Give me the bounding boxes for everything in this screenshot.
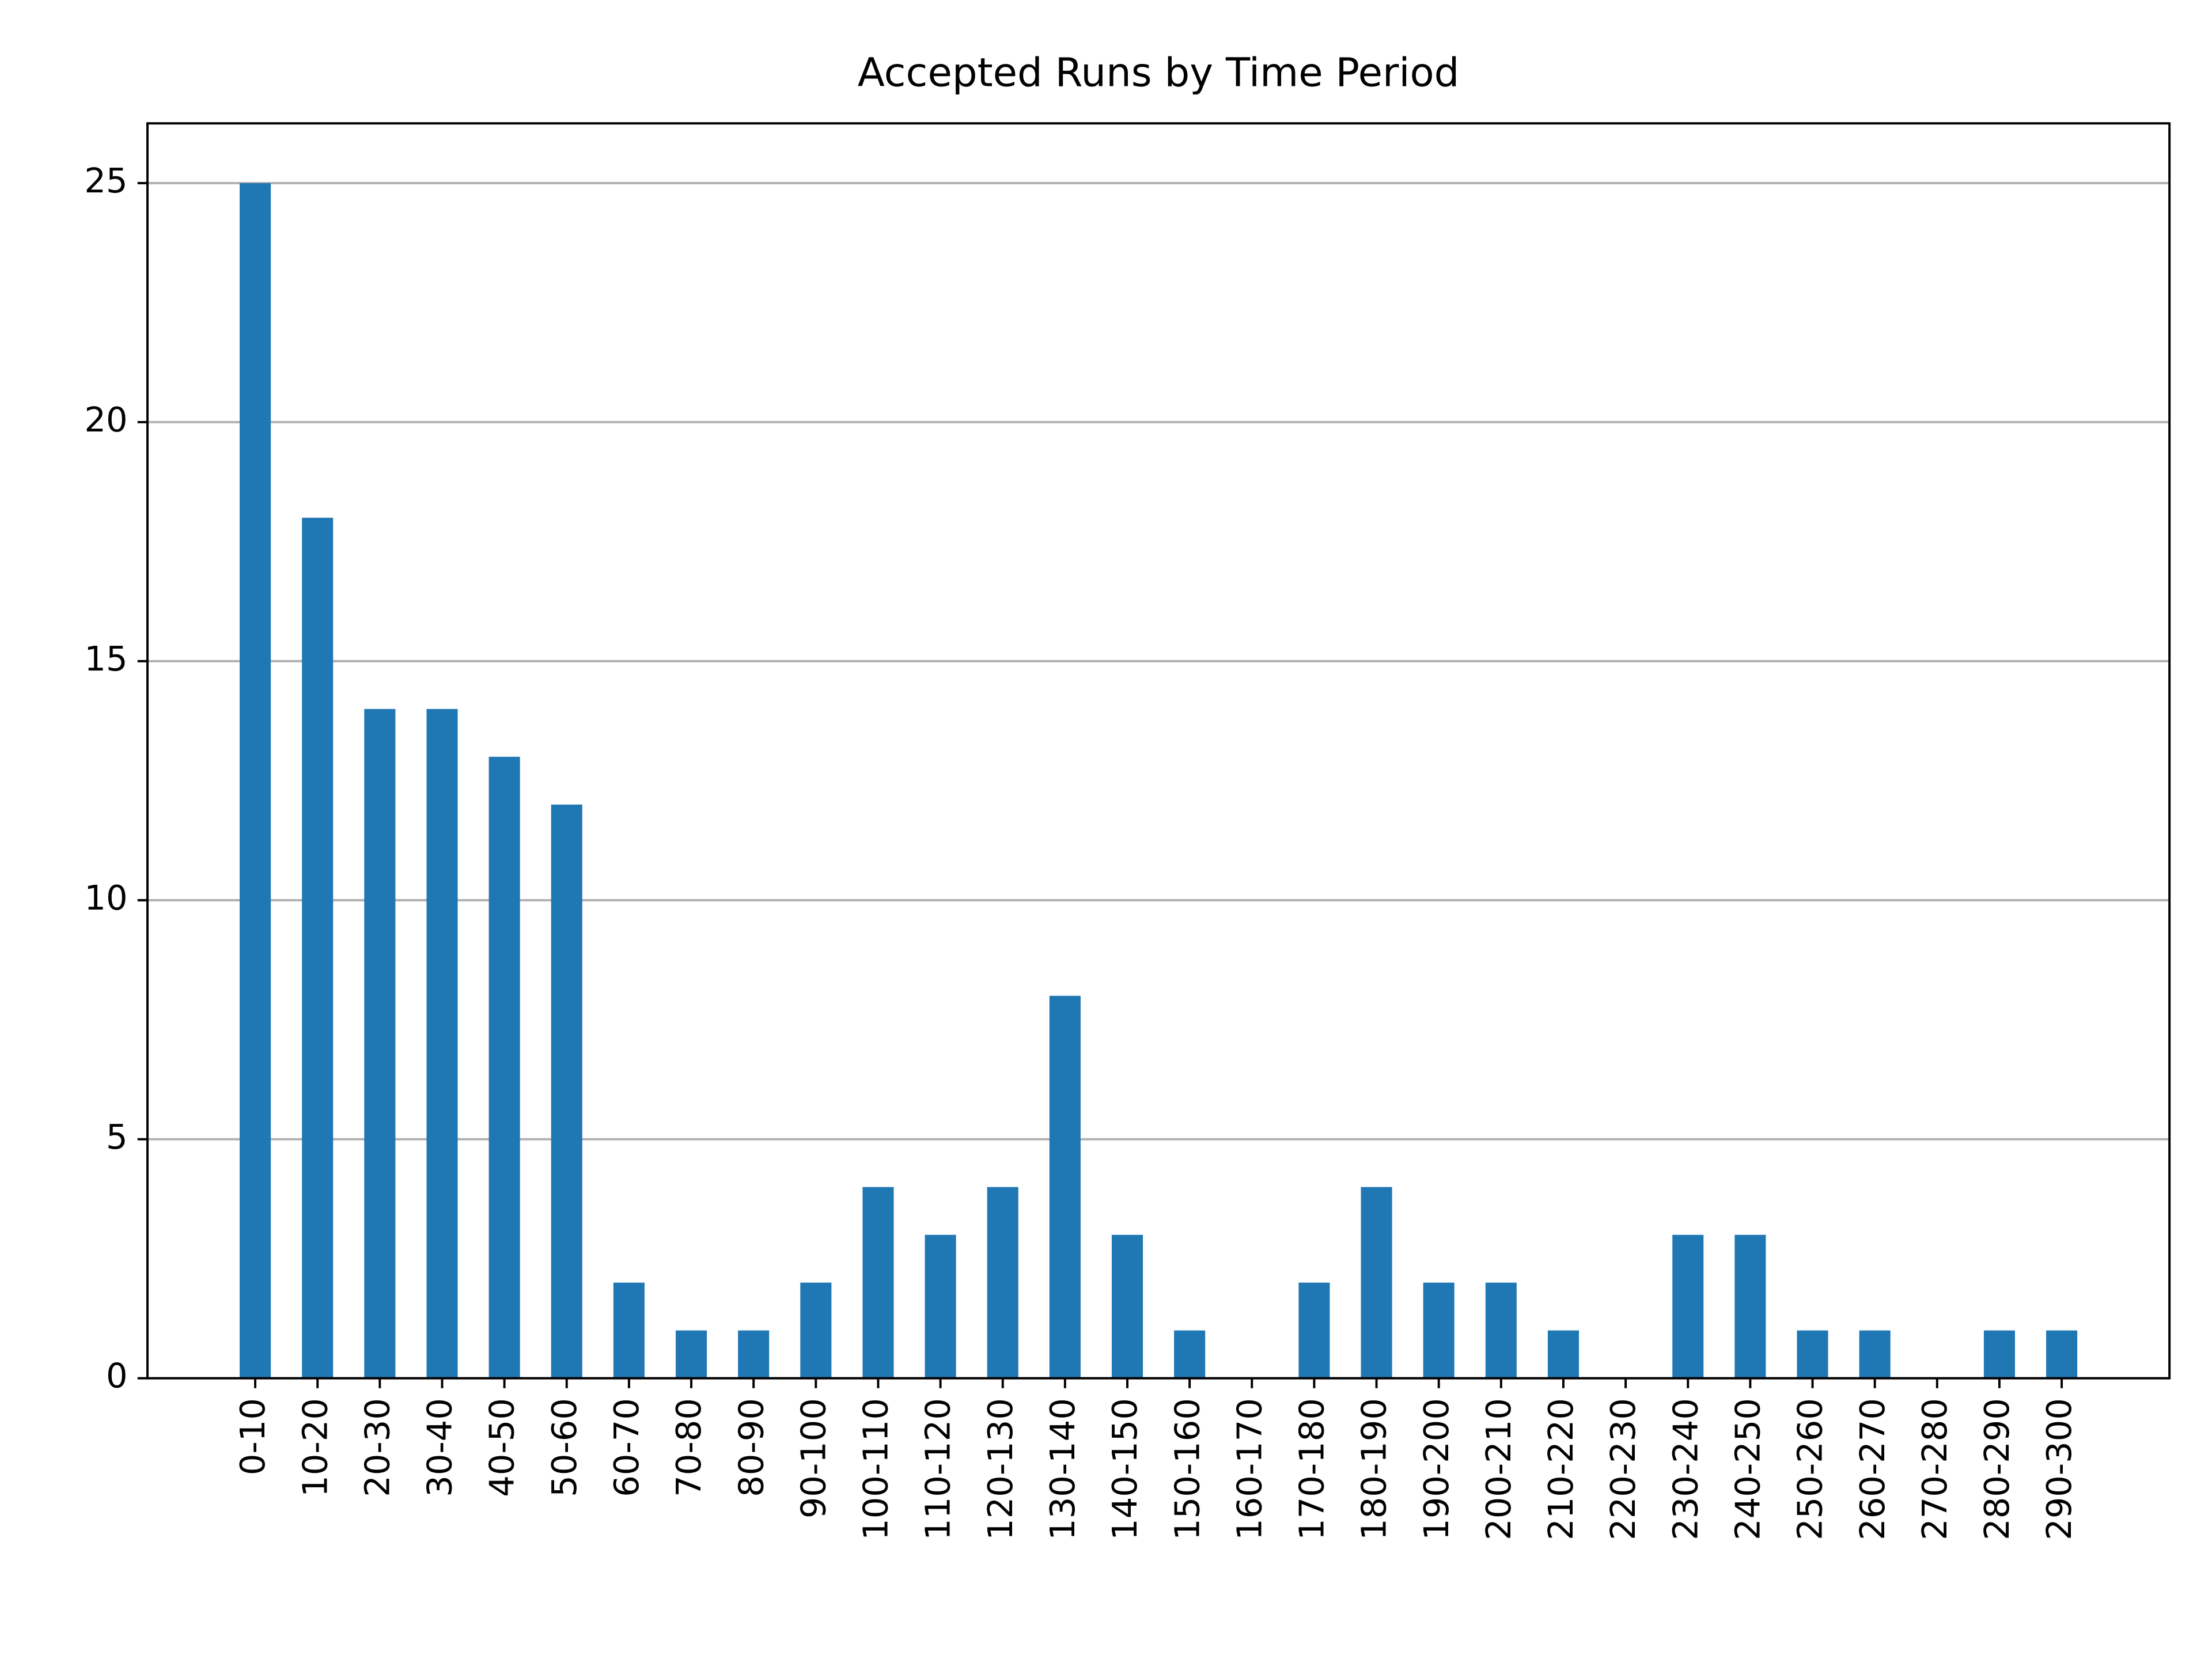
bar	[800, 1282, 832, 1378]
x-tick-label: 80-90	[731, 1398, 771, 1497]
bar	[1672, 1234, 1704, 1378]
y-tick-label: 15	[84, 639, 127, 679]
y-tick-label: 0	[106, 1356, 128, 1396]
y-tick-label: 20	[84, 400, 127, 440]
bar	[1423, 1282, 1455, 1378]
x-tick-label: 60-70	[607, 1398, 646, 1497]
bar	[1111, 1234, 1143, 1378]
bar	[364, 709, 396, 1378]
x-tick-label: 20-30	[357, 1398, 397, 1497]
x-tick-label: 210-220	[1541, 1398, 1581, 1540]
bar	[738, 1330, 770, 1378]
bar	[2046, 1330, 2078, 1378]
bar	[925, 1234, 956, 1378]
x-tick-label: 250-260	[1790, 1398, 1830, 1540]
bar	[1983, 1330, 2015, 1378]
x-tick-label: 150-160	[1167, 1398, 1207, 1540]
x-tick-label: 240-250	[1728, 1398, 1767, 1540]
bar	[1485, 1282, 1517, 1378]
x-tick-label: 0-10	[233, 1398, 272, 1475]
bar	[240, 183, 271, 1378]
bar	[302, 517, 334, 1378]
x-tick-label: 260-270	[1853, 1398, 1892, 1540]
y-tick-label: 25	[84, 161, 127, 200]
x-tick-label: 190-200	[1416, 1398, 1456, 1540]
axes-frame	[146, 122, 2171, 1380]
bar	[1361, 1187, 1392, 1378]
bar	[426, 709, 458, 1378]
bar	[488, 756, 520, 1378]
x-tick-label: 140-150	[1105, 1398, 1145, 1540]
bar	[1174, 1330, 1206, 1378]
x-tick-label: 90-100	[793, 1398, 833, 1518]
y-tick-label: 5	[106, 1117, 128, 1157]
bar	[551, 804, 582, 1378]
bar	[1547, 1330, 1580, 1378]
x-tick-label: 160-170	[1229, 1398, 1269, 1540]
x-tick-label: 200-210	[1479, 1398, 1518, 1540]
x-tick-label: 120-130	[980, 1398, 1020, 1540]
bar	[862, 1187, 894, 1378]
bar	[1797, 1330, 1828, 1378]
x-tick-label: 10-20	[295, 1398, 335, 1497]
x-tick-label: 40-50	[482, 1398, 522, 1497]
x-tick-label: 110-120	[918, 1398, 958, 1540]
chart-title: Accepted Runs by Time Period	[858, 50, 1460, 96]
x-tick-label: 100-110	[856, 1398, 896, 1540]
bar	[1049, 995, 1081, 1378]
x-tick-label: 230-240	[1665, 1398, 1705, 1540]
x-tick-label: 70-80	[669, 1398, 709, 1497]
y-tick-label: 10	[84, 878, 127, 918]
x-tick-label: 290-300	[2039, 1398, 2079, 1540]
x-tick-label: 30-40	[420, 1398, 460, 1497]
x-tick-label: 50-60	[544, 1398, 584, 1497]
bar	[676, 1330, 707, 1378]
bar	[613, 1282, 645, 1378]
x-tick-label: 220-230	[1603, 1398, 1643, 1540]
bar	[1734, 1234, 1766, 1378]
bar	[1298, 1282, 1330, 1378]
bar	[987, 1187, 1018, 1378]
x-tick-label: 130-140	[1043, 1398, 1082, 1540]
x-tick-label: 180-190	[1354, 1398, 1394, 1540]
x-tick-label: 170-180	[1292, 1398, 1332, 1540]
bar	[1859, 1330, 1891, 1378]
x-tick-label: 280-290	[1977, 1398, 2017, 1540]
x-tick-label: 270-280	[1915, 1398, 1955, 1540]
